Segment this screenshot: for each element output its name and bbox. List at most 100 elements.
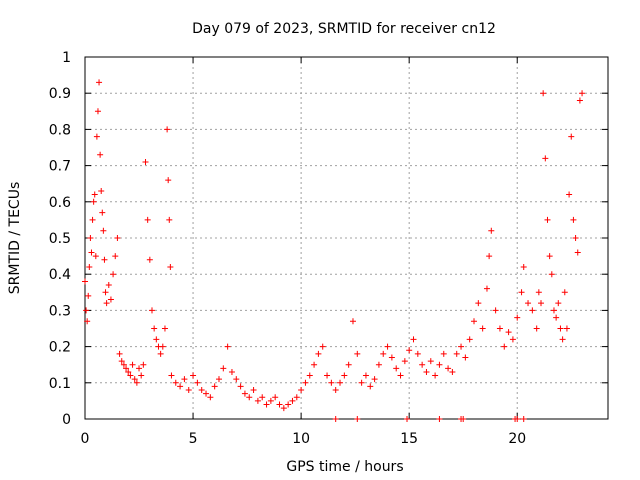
y-tick-label-10: 1 xyxy=(62,50,71,66)
data-point-49 xyxy=(165,177,172,184)
data-point-48 xyxy=(164,126,171,133)
data-point-56 xyxy=(185,387,192,394)
data-point-127 xyxy=(488,227,495,234)
data-point-74 xyxy=(263,401,270,408)
data-point-58 xyxy=(194,379,201,386)
data-point-37 xyxy=(140,361,147,368)
data-point-41 xyxy=(148,307,155,314)
data-point-80 xyxy=(289,397,296,404)
data-point-113 xyxy=(432,372,439,379)
data-point-109 xyxy=(414,350,421,357)
data-point-43 xyxy=(153,336,160,343)
data-point-25 xyxy=(114,235,121,241)
data-point-7 xyxy=(89,216,96,223)
data-point-11 xyxy=(93,133,100,140)
data-point-4 xyxy=(86,263,93,270)
data-point-47 xyxy=(161,325,168,332)
data-point-0 xyxy=(82,278,88,285)
data-point-8 xyxy=(90,198,97,205)
y-tick-label-0: 0 xyxy=(62,412,71,428)
data-point-22 xyxy=(107,296,114,303)
data-point-134 xyxy=(518,289,525,296)
data-point-64 xyxy=(220,365,227,372)
data-point-102 xyxy=(384,343,391,350)
data-point-67 xyxy=(233,376,240,383)
data-point-40 xyxy=(146,256,153,263)
data-point-161 xyxy=(354,416,361,422)
data-point-24 xyxy=(112,253,119,260)
data-point-38 xyxy=(142,158,149,165)
x-tick-label-2: 10 xyxy=(292,431,310,447)
data-point-159 xyxy=(579,90,586,97)
data-point-114 xyxy=(436,361,443,368)
data-point-98 xyxy=(367,383,374,390)
data-point-18 xyxy=(101,256,108,263)
data-point-39 xyxy=(144,216,151,223)
data-point-152 xyxy=(563,325,570,332)
data-points xyxy=(82,79,586,422)
data-point-78 xyxy=(280,405,287,412)
data-point-16 xyxy=(99,209,106,216)
x-tick-label-1: 5 xyxy=(189,431,198,447)
data-point-154 xyxy=(568,133,575,140)
data-point-145 xyxy=(548,271,555,278)
y-axis-label: SRMTID / TECUs xyxy=(7,182,23,295)
data-point-124 xyxy=(479,325,486,332)
data-point-31 xyxy=(127,372,134,379)
data-point-14 xyxy=(97,151,104,158)
data-point-146 xyxy=(550,307,557,314)
data-point-137 xyxy=(529,307,536,314)
data-point-160 xyxy=(332,416,339,422)
x-tick-label-3: 15 xyxy=(400,431,418,447)
data-point-46 xyxy=(159,343,166,350)
data-point-92 xyxy=(341,372,348,379)
data-point-104 xyxy=(393,365,400,372)
data-point-84 xyxy=(306,372,313,379)
data-point-135 xyxy=(520,263,527,270)
data-point-27 xyxy=(118,358,125,365)
data-point-35 xyxy=(136,365,143,372)
data-point-139 xyxy=(535,289,542,296)
data-point-107 xyxy=(406,347,413,354)
data-point-122 xyxy=(471,318,478,325)
data-point-73 xyxy=(259,394,266,401)
data-point-13 xyxy=(96,79,103,86)
data-point-125 xyxy=(483,285,490,292)
data-point-45 xyxy=(157,350,164,357)
data-point-81 xyxy=(293,394,300,401)
data-point-138 xyxy=(533,325,540,332)
data-point-5 xyxy=(87,235,94,241)
data-point-153 xyxy=(566,191,573,198)
x-axis-label: GPS time / hours xyxy=(286,459,403,475)
data-point-19 xyxy=(102,289,109,296)
data-point-128 xyxy=(492,307,499,314)
data-point-1 xyxy=(83,307,90,314)
data-point-50 xyxy=(166,216,173,223)
data-point-155 xyxy=(570,216,577,223)
data-point-86 xyxy=(315,350,322,357)
data-point-95 xyxy=(354,350,361,357)
y-tick-label-4: 0.4 xyxy=(49,267,71,283)
data-point-34 xyxy=(133,379,140,386)
data-point-140 xyxy=(538,300,545,307)
data-point-123 xyxy=(475,300,482,307)
data-point-61 xyxy=(207,394,214,401)
data-point-36 xyxy=(138,372,145,379)
data-point-3 xyxy=(85,292,92,299)
data-point-121 xyxy=(466,336,473,343)
data-point-133 xyxy=(514,314,521,321)
data-point-136 xyxy=(525,300,532,307)
data-point-51 xyxy=(167,263,174,270)
data-point-99 xyxy=(371,376,378,383)
data-point-88 xyxy=(324,372,331,379)
data-point-21 xyxy=(105,282,112,289)
y-tick-label-5: 0.5 xyxy=(49,231,71,247)
data-point-110 xyxy=(419,361,426,368)
data-point-148 xyxy=(555,300,562,307)
data-point-9 xyxy=(91,191,98,198)
data-point-162 xyxy=(404,416,411,422)
data-point-55 xyxy=(181,376,188,383)
data-point-120 xyxy=(462,354,469,361)
data-point-130 xyxy=(501,343,508,350)
